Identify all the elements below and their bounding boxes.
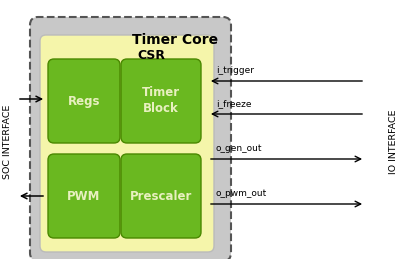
FancyBboxPatch shape bbox=[40, 35, 214, 252]
FancyBboxPatch shape bbox=[121, 59, 201, 143]
FancyBboxPatch shape bbox=[48, 59, 120, 143]
Text: Timer
Block: Timer Block bbox=[142, 87, 180, 116]
FancyBboxPatch shape bbox=[30, 17, 231, 259]
Text: i_trigger: i_trigger bbox=[216, 66, 254, 75]
Text: IO INTERFACE: IO INTERFACE bbox=[390, 110, 399, 174]
Text: Regs: Regs bbox=[68, 95, 100, 107]
Text: Timer Core: Timer Core bbox=[132, 33, 218, 47]
Text: CSR: CSR bbox=[137, 49, 165, 62]
Text: o_gen_out: o_gen_out bbox=[216, 144, 262, 153]
Text: SOC INTERFACE: SOC INTERFACE bbox=[3, 105, 12, 179]
FancyBboxPatch shape bbox=[48, 154, 120, 238]
FancyBboxPatch shape bbox=[121, 154, 201, 238]
Text: o_pwm_out: o_pwm_out bbox=[216, 189, 267, 198]
Text: i_freeze: i_freeze bbox=[216, 99, 251, 108]
Text: Prescaler: Prescaler bbox=[130, 190, 192, 203]
Text: PWM: PWM bbox=[67, 190, 101, 203]
